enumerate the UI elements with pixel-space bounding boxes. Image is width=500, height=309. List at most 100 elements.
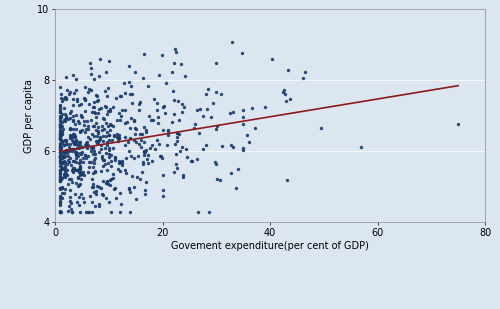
Point <box>126 91 134 96</box>
Point <box>62 139 70 144</box>
Point <box>105 132 113 137</box>
Point <box>62 113 70 118</box>
Y-axis label: GDP per capita: GDP per capita <box>24 79 34 153</box>
Point <box>58 186 66 191</box>
Point <box>118 162 126 167</box>
Point <box>110 186 118 191</box>
Point <box>106 182 114 187</box>
Point <box>56 195 64 200</box>
Point <box>228 40 235 45</box>
Point <box>61 170 69 175</box>
Point <box>99 157 107 162</box>
Point <box>282 92 290 97</box>
Point <box>88 87 96 92</box>
Point <box>105 152 113 157</box>
Point <box>178 102 186 107</box>
Point <box>80 172 88 177</box>
Point <box>65 144 73 149</box>
Point <box>91 152 99 157</box>
Point <box>156 154 164 159</box>
Point <box>172 130 180 135</box>
Point <box>202 143 210 148</box>
Point <box>61 154 69 159</box>
Point <box>98 156 106 161</box>
Point <box>68 140 76 145</box>
Point <box>92 93 100 98</box>
Point <box>74 154 82 159</box>
Point <box>200 146 207 151</box>
Point <box>56 177 64 182</box>
Point <box>109 145 117 150</box>
Point <box>188 158 196 163</box>
Point <box>56 84 64 89</box>
Point <box>76 160 84 165</box>
Point <box>154 121 162 126</box>
Point <box>69 103 77 108</box>
Point <box>226 111 234 116</box>
Point <box>76 143 84 148</box>
Point <box>58 112 66 117</box>
Point <box>56 154 64 159</box>
Point <box>90 165 98 170</box>
Point <box>66 156 74 161</box>
Point <box>90 109 98 114</box>
Point <box>56 201 64 206</box>
Point <box>216 91 224 96</box>
Point <box>108 175 116 180</box>
Point <box>86 136 94 141</box>
Point <box>60 161 68 166</box>
Point <box>56 154 64 159</box>
Point <box>159 104 167 109</box>
Point <box>56 154 64 159</box>
Point <box>57 167 65 171</box>
Point <box>82 126 90 131</box>
Point <box>58 195 66 200</box>
Point <box>56 124 64 129</box>
Point <box>162 111 170 116</box>
Point <box>190 125 198 130</box>
Point <box>70 167 78 171</box>
Point <box>116 190 124 195</box>
Point <box>86 87 94 92</box>
Point <box>61 165 69 170</box>
Point <box>56 136 64 141</box>
Point <box>56 136 64 141</box>
Point <box>130 118 138 123</box>
Point <box>113 117 121 122</box>
Point <box>170 61 178 66</box>
Point <box>72 153 80 158</box>
Point <box>114 167 122 172</box>
Point <box>140 140 147 145</box>
Point <box>98 191 106 196</box>
Point <box>78 128 86 133</box>
Point <box>112 96 120 101</box>
Point <box>88 210 96 214</box>
Point <box>58 190 66 195</box>
Point <box>116 169 124 174</box>
Point <box>58 161 66 166</box>
Point <box>77 171 85 176</box>
Point <box>157 154 165 159</box>
Point <box>92 121 100 125</box>
Point <box>76 171 84 176</box>
Point <box>58 132 66 137</box>
Point <box>106 210 114 214</box>
Point <box>212 162 220 167</box>
Point <box>56 133 64 138</box>
Point <box>179 175 187 180</box>
Point <box>111 157 119 162</box>
Point <box>60 118 68 123</box>
Point <box>68 210 76 214</box>
Point <box>106 106 114 111</box>
Point <box>174 138 182 143</box>
Point <box>103 111 111 116</box>
Point <box>146 146 154 151</box>
Point <box>116 159 124 163</box>
Point <box>67 134 75 139</box>
Point <box>66 141 74 146</box>
Point <box>99 116 107 121</box>
Point <box>130 155 138 160</box>
Point <box>60 151 68 156</box>
Point <box>57 210 65 214</box>
Point <box>58 120 66 125</box>
